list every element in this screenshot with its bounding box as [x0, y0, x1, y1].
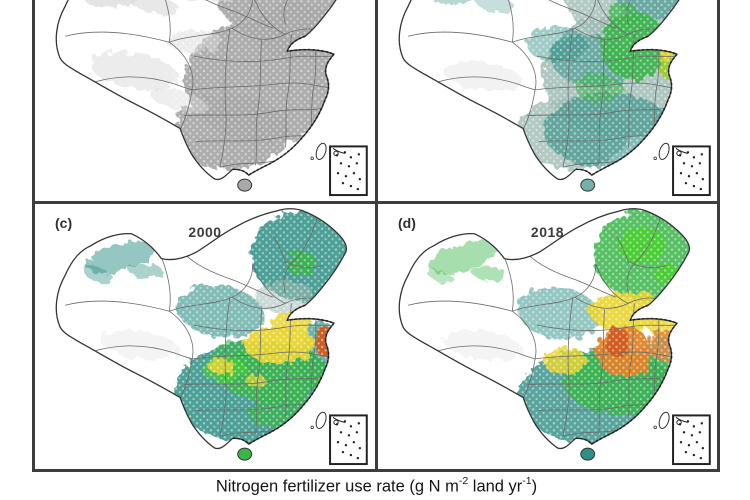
hainan-island — [580, 178, 596, 192]
panel-top-left — [32, 0, 378, 204]
panel-top-right — [375, 0, 720, 204]
south-china-sea-inset — [672, 145, 711, 197]
coastline-emphasis — [575, 35, 679, 177]
china-map-2000 — [35, 206, 375, 469]
panel-label-c: (c) — [55, 215, 73, 231]
taiwan-island — [310, 142, 327, 161]
china-map-svg — [55, 0, 368, 197]
china-map-top-right — [378, 0, 717, 201]
hainan-island — [580, 447, 596, 461]
china-map-svg — [398, 0, 711, 197]
taiwan-island — [653, 142, 670, 161]
panel-2018: (d) 2018 — [375, 201, 720, 472]
province-boundaries — [64, 0, 334, 168]
china-map-svg — [55, 208, 368, 466]
coastline-emphasis — [232, 304, 336, 446]
figure-caption: Nitrogen fertilizer use rate (g N m-2 la… — [215, 475, 538, 496]
province-boundaries — [64, 217, 334, 437]
coastline-emphasis — [575, 304, 679, 446]
panel-2000: (c) 2000 — [32, 201, 378, 472]
china-map-svg — [398, 208, 711, 466]
hainan-island — [237, 447, 253, 461]
china-map-2018 — [378, 206, 717, 469]
coastline-emphasis — [232, 35, 336, 177]
panel-label-d: (d) — [398, 215, 416, 231]
china-map-top-left — [35, 0, 375, 201]
south-china-sea-inset — [329, 145, 368, 197]
south-china-sea-inset — [329, 414, 368, 466]
south-china-sea-inset — [672, 414, 711, 466]
hainan-island — [237, 178, 253, 192]
taiwan-island — [310, 411, 327, 430]
taiwan-island — [653, 411, 670, 430]
panel-year-2000: 2000 — [188, 224, 222, 240]
panel-year-2018: 2018 — [530, 224, 565, 240]
